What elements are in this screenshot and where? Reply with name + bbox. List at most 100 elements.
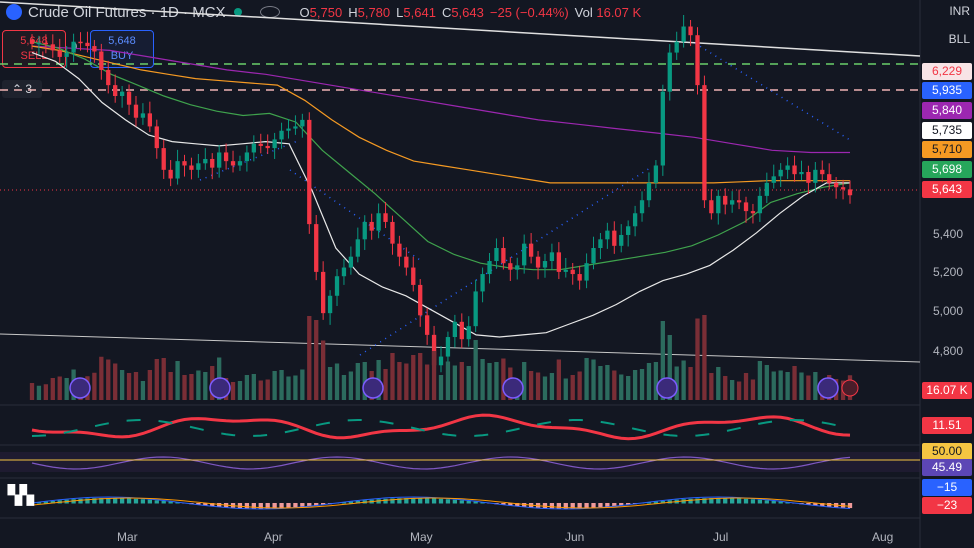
candle-body	[695, 35, 700, 86]
candle-body	[452, 321, 458, 338]
market-status-icon	[233, 8, 242, 16]
volume-bar	[36, 385, 42, 400]
unit-label[interactable]: BLL	[948, 32, 970, 46]
candle-body	[113, 85, 118, 96]
volume-bar	[383, 369, 388, 400]
candle-body	[147, 113, 152, 127]
volume-bar	[43, 384, 49, 400]
tradingview-logo: ▚▚	[8, 485, 34, 505]
macd-histogram-bar	[563, 503, 568, 509]
sell-button[interactable]: 5,648 SELL	[2, 30, 66, 68]
candle-body	[681, 26, 686, 42]
price-tag: 5,643	[922, 181, 972, 198]
currency-label[interactable]: INR	[949, 4, 970, 18]
candle-body	[327, 295, 333, 314]
candle-body	[154, 126, 159, 149]
close-key: C	[441, 4, 452, 20]
candle-body	[314, 224, 319, 272]
volume-bar	[660, 321, 665, 400]
candle-body	[820, 169, 825, 175]
macd-histogram-bar	[92, 498, 97, 504]
price-axis-label: 5,000	[932, 304, 964, 318]
volume-bar	[480, 359, 485, 400]
macd-histogram-bar	[168, 501, 173, 504]
volume-bar	[626, 376, 631, 400]
symbol-title[interactable]: Crude Oil Futures · 1D · MCX	[28, 3, 226, 21]
candle-body	[438, 356, 444, 366]
candle-body	[515, 265, 520, 270]
price-tag: 5,710	[922, 141, 972, 158]
volume-bar	[272, 371, 277, 400]
candle-body	[639, 200, 645, 214]
macd-histogram-bar	[743, 498, 749, 504]
volume-bar	[445, 361, 451, 400]
candle-body	[230, 161, 236, 166]
macd-histogram-bar	[210, 503, 215, 507]
macd-histogram-bar	[314, 503, 319, 506]
macd-histogram-bar	[716, 498, 721, 504]
price-axis-label: 5,400	[932, 227, 964, 241]
candle-body	[431, 334, 437, 366]
candle-body	[397, 243, 402, 257]
candle-body	[29, 39, 35, 44]
candle-body	[813, 169, 818, 183]
candle-body	[612, 230, 617, 246]
low-value: 5,641	[403, 4, 436, 20]
volume-bar	[327, 367, 333, 400]
macd-histogram-bar	[43, 501, 49, 504]
volume-bar	[723, 376, 728, 400]
volume-bar	[528, 371, 534, 400]
candle-body	[459, 321, 464, 340]
pane-value-tag: 45.49	[922, 459, 972, 476]
price-tag: 5,840	[922, 102, 972, 119]
macd-histogram-bar	[730, 498, 735, 504]
indicators-count: 3	[25, 82, 33, 96]
candle-body	[404, 256, 409, 268]
volume-bar	[189, 374, 194, 400]
macd-histogram-bar	[612, 503, 617, 507]
candle-body	[286, 128, 291, 131]
volume-bar	[542, 376, 548, 400]
candle-body	[806, 172, 811, 183]
candle-body	[57, 50, 62, 57]
candle-body	[646, 182, 652, 201]
macd-histogram-bar	[147, 499, 152, 504]
candle-body	[688, 26, 693, 36]
macd-histogram-bar	[279, 503, 284, 509]
price-tag: 5,935	[922, 82, 972, 99]
event-marker-icon	[362, 377, 384, 399]
macd-histogram-bar	[119, 498, 125, 504]
candle-body	[598, 239, 603, 248]
candle-body	[487, 261, 492, 275]
macd-histogram-bar	[29, 503, 35, 504]
volume-bar	[632, 370, 638, 400]
indicators-toggle[interactable]: ⌃ 3	[2, 80, 42, 98]
macd-signal-line	[31, 497, 851, 509]
candle-body	[847, 189, 853, 196]
pane-value-tag: 16.07 K	[922, 382, 972, 399]
candle-body	[140, 113, 146, 118]
macd-histogram-bar	[355, 500, 360, 504]
close-value: 5,643	[451, 4, 484, 20]
time-axis-label: Mar	[117, 530, 138, 544]
candle-body	[92, 46, 97, 52]
volume-bar	[147, 370, 152, 400]
candle-body	[736, 200, 742, 203]
candle-body	[833, 182, 839, 188]
candle-body	[494, 248, 499, 262]
volume-bar	[605, 365, 610, 400]
volume-bar	[452, 365, 458, 400]
volume-bar	[348, 371, 354, 400]
volume-bar	[341, 375, 347, 400]
candle-body	[133, 104, 139, 118]
candle-body	[480, 274, 485, 292]
candle-body	[71, 41, 76, 53]
candle-body	[563, 269, 568, 272]
candle-body	[667, 52, 672, 92]
volume-bar	[203, 372, 208, 400]
candle-body	[709, 200, 714, 214]
candle-body	[78, 41, 83, 44]
candle-body	[223, 152, 229, 162]
volume-bar	[667, 335, 672, 400]
